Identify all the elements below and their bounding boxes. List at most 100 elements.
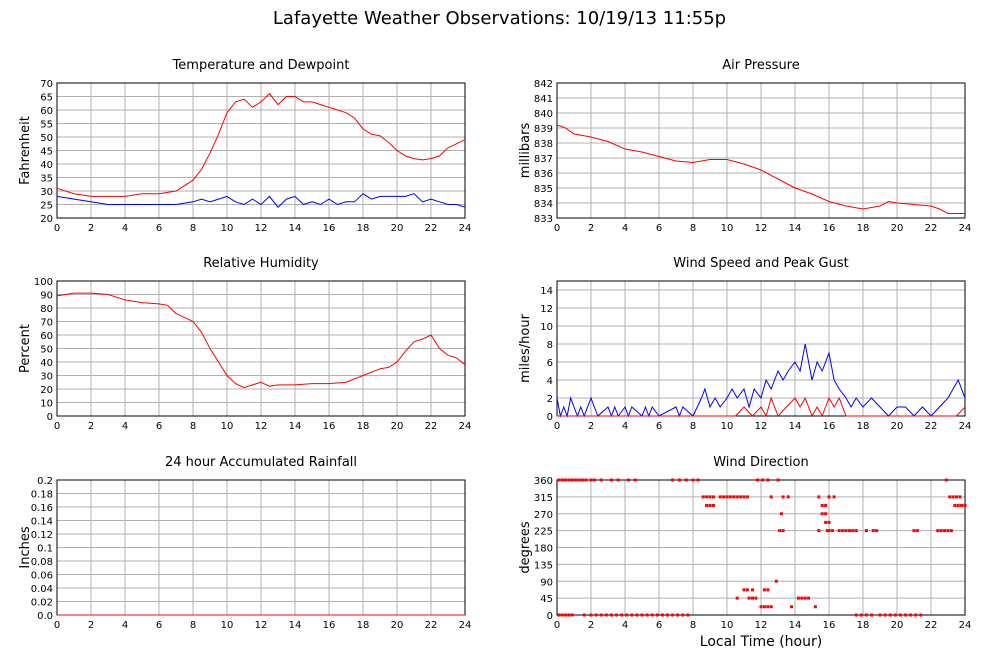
data-point: [956, 504, 960, 507]
data-point: [888, 613, 892, 617]
data-point: [570, 478, 574, 482]
x-tick-label: 12: [255, 620, 268, 631]
x-tick-label: 8: [190, 421, 196, 432]
data-point: [599, 478, 603, 482]
y-tick-label: 225: [534, 527, 553, 538]
shared-x-axis-label: Local Time (hour): [699, 634, 823, 650]
data-point: [560, 478, 564, 482]
x-tick-label: 2: [588, 620, 594, 631]
data-point: [756, 478, 760, 482]
data-point: [800, 596, 804, 600]
y-tick-label: 90: [540, 577, 553, 588]
data-point: [681, 613, 685, 617]
y-tick-label: 135: [534, 560, 553, 571]
data-point: [761, 478, 765, 482]
x-tick-label: 10: [721, 620, 734, 631]
x-tick-label: 6: [156, 620, 162, 631]
chart-title: 24 hour Accumulated Rainfall: [165, 455, 357, 470]
plot-frame: [556, 280, 966, 417]
x-tick-label: 2: [88, 421, 94, 432]
x-tick-label: 12: [755, 620, 768, 631]
x-tick-label: 12: [255, 421, 268, 432]
x-tick-label: 24: [459, 620, 472, 631]
data-point: [745, 495, 749, 499]
data-point: [830, 529, 834, 533]
y-tick-label: 30: [40, 187, 53, 198]
data-point: [751, 596, 754, 600]
data-point: [671, 613, 675, 617]
data-point: [851, 529, 855, 533]
data-point: [790, 605, 794, 609]
x-tick-label: 12: [755, 421, 768, 432]
data-point: [824, 504, 828, 507]
x-tick-label: 16: [323, 421, 336, 432]
data-point: [615, 613, 618, 617]
y-tick-label: 0.2: [37, 476, 53, 487]
y-tick-label: 833: [534, 214, 553, 225]
series-line-0: [556, 343, 966, 418]
y-tick-label: 0.12: [31, 530, 53, 541]
data-point: [825, 529, 829, 533]
y-tick-label: 0.0: [37, 611, 53, 622]
x-tick-label: 18: [357, 620, 370, 631]
x-tick-label: 16: [323, 620, 336, 631]
data-point: [859, 613, 863, 617]
x-tick-label: 18: [357, 421, 370, 432]
y-tick-label: 839: [534, 124, 553, 135]
x-tick-label: 16: [323, 223, 336, 234]
data-point: [626, 478, 630, 482]
data-point: [718, 495, 722, 499]
y-axis-label: Inches: [18, 526, 33, 568]
x-tick-label: 14: [789, 421, 802, 432]
data-point: [625, 613, 629, 617]
y-tick-label: 40: [40, 358, 53, 369]
x-tick-label: 8: [690, 223, 696, 234]
x-tick-label: 14: [289, 421, 302, 432]
x-tick-label: 14: [789, 620, 802, 631]
y-tick-label: 45: [40, 147, 53, 158]
y-tick-label: 315: [534, 493, 553, 504]
x-tick-label: 14: [289, 223, 302, 234]
data-point: [864, 529, 868, 533]
x-tick-label: 2: [588, 223, 594, 234]
x-tick-label: 10: [221, 223, 234, 234]
y-axis-label: Fahrenheit: [18, 116, 33, 185]
data-point: [660, 613, 664, 617]
data-point: [705, 504, 709, 507]
data-point: [939, 529, 943, 533]
data-point: [762, 588, 766, 592]
y-tick-label: 0.02: [31, 598, 53, 609]
plot-frame: [56, 280, 466, 417]
x-tick-label: 4: [122, 421, 128, 432]
data-point: [574, 478, 578, 482]
x-tick-label: 6: [656, 223, 662, 234]
x-tick-label: 22: [425, 620, 438, 631]
y-tick-label: 0.18: [31, 490, 53, 501]
data-point: [915, 529, 919, 533]
x-tick-label: 6: [156, 421, 162, 432]
data-point: [779, 512, 783, 516]
data-point: [564, 613, 567, 617]
data-point: [728, 495, 732, 499]
data-point: [824, 520, 828, 524]
data-point: [875, 529, 879, 533]
data-point: [645, 613, 649, 617]
data-point: [864, 613, 868, 617]
chart-title: Wind Direction: [713, 455, 809, 470]
x-tick-label: 2: [588, 421, 594, 432]
data-point: [949, 529, 953, 533]
data-point: [841, 529, 845, 533]
x-tick-label: 2: [88, 223, 94, 234]
data-point: [844, 529, 848, 533]
x-tick-label: 20: [391, 421, 404, 432]
data-point: [943, 529, 947, 533]
y-tick-label: 838: [534, 139, 553, 150]
data-point: [735, 596, 739, 600]
data-point: [817, 529, 821, 533]
x-tick-label: 10: [221, 620, 234, 631]
y-tick-label: 0.16: [31, 503, 53, 514]
y-tick-label: 10: [40, 399, 53, 410]
data-point: [909, 613, 913, 617]
data-point: [960, 504, 964, 507]
